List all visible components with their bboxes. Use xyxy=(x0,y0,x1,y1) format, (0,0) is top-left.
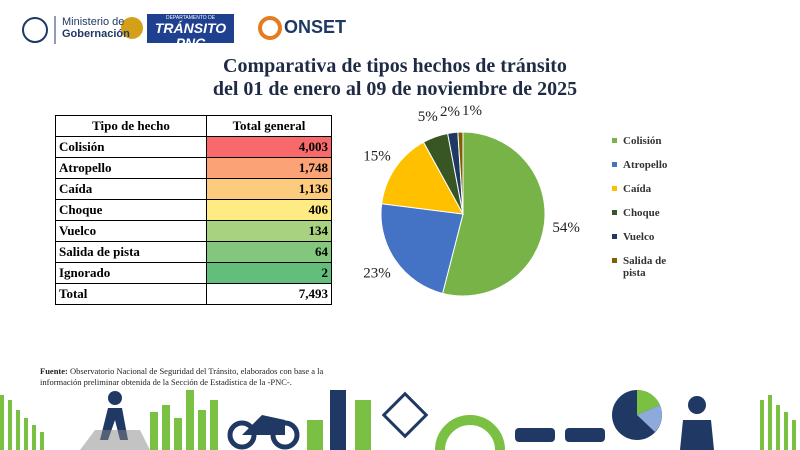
onset-text: ONSET xyxy=(284,17,347,37)
table-row: Ignorado 2 xyxy=(55,262,332,284)
data-label: 23% xyxy=(363,265,391,281)
table-row: Total 7,493 xyxy=(55,283,332,305)
data-label: 15% xyxy=(363,149,391,165)
legend-swatch xyxy=(612,138,617,143)
label-cell: Ignorado xyxy=(55,262,207,284)
legend-label: Caída xyxy=(623,183,652,195)
data-label: 5% xyxy=(418,109,438,125)
table-row: Vuelco 134 xyxy=(55,220,332,242)
title: Comparativa de tipos hechos de tránsito d… xyxy=(0,55,790,101)
value-cell: 4,003 xyxy=(206,136,332,158)
table-row: Atropello 1,748 xyxy=(55,157,332,179)
pie-chart: 54% 23% 15% 5% 2% 1% xyxy=(363,103,580,297)
legend-item: Caída xyxy=(612,183,682,195)
value-cell: 64 xyxy=(206,241,332,263)
pie-slice xyxy=(457,131,464,215)
label-cell: Vuelco xyxy=(55,220,207,242)
value-cell: 7,493 xyxy=(206,283,332,305)
ministry-line: Gobernación xyxy=(62,28,130,40)
legend-swatch xyxy=(612,258,617,263)
title-line: del 01 de enero al 09 de noviembre de 20… xyxy=(212,78,578,100)
column-header: Tipo de hecho xyxy=(55,115,207,137)
pie-slice xyxy=(380,203,464,295)
pie-slice xyxy=(441,131,546,297)
transit-main: TRÁNSITO PNC xyxy=(154,20,227,51)
label-cell: Colisión xyxy=(55,136,207,158)
data-label: 2% xyxy=(440,104,460,120)
value-cell: 1,748 xyxy=(206,157,332,179)
legend-item: Atropello xyxy=(612,159,682,171)
table-row: Caída 1,136 xyxy=(55,178,332,200)
legend-item: Vuelco xyxy=(612,231,682,243)
ministry-line: Ministerio de xyxy=(62,16,125,28)
legend-label: Vuelco xyxy=(623,231,655,243)
transit-logo xyxy=(147,14,234,43)
label-cell: Choque xyxy=(55,199,207,221)
source-label: Fuente: xyxy=(40,366,68,376)
legend-label: Atropello xyxy=(623,159,668,171)
value-cell: 2 xyxy=(206,262,332,284)
legend-swatch xyxy=(612,186,617,191)
label-cell: Salida de pista xyxy=(55,241,207,263)
data-label: 54% xyxy=(552,220,580,236)
pie-slice xyxy=(381,141,464,215)
title-line: Comparativa de tipos hechos de tránsito xyxy=(223,55,567,77)
transit-bottom: POLICÍA NACIONAL CIVIL xyxy=(160,51,221,57)
value-cell: 1,136 xyxy=(206,178,332,200)
ministry-name: Ministerio de Gobernación xyxy=(62,16,130,40)
header-row: Tipo de hecho Total general xyxy=(55,115,332,137)
ministry-seal xyxy=(22,17,48,43)
legend-swatch xyxy=(612,234,617,239)
pnc-badge xyxy=(121,17,143,39)
table-row: Colisión 4,003 xyxy=(55,136,332,158)
legend-label: Choque xyxy=(623,207,660,219)
data-label: 1% xyxy=(462,103,482,119)
value-cell: 134 xyxy=(206,220,332,242)
value-cell: 406 xyxy=(206,199,332,221)
transit-top: DEPARTAMENTO DE xyxy=(165,15,216,21)
legend-swatch xyxy=(612,210,617,215)
legend-item: Salida de pista xyxy=(612,255,682,279)
legend-label: Colisión xyxy=(623,135,662,147)
label-cell: Caída xyxy=(55,178,207,200)
source-text: Observatorio Nacional de Seguridad del T… xyxy=(40,366,324,387)
legend-swatch xyxy=(612,162,617,167)
legend-item: Choque xyxy=(612,207,682,219)
table-row: Choque 406 xyxy=(55,199,332,221)
label-cell: Atropello xyxy=(55,157,207,179)
table: Tipo de hecho Total general Colisión 4,003 A… xyxy=(55,115,332,305)
transit-text: DEPARTAMENTO DE TRÁNSITO PNC POLICÍA NAC… xyxy=(147,15,234,57)
decorations xyxy=(0,389,796,450)
column-header: Total general xyxy=(206,115,332,137)
label-cell: Total xyxy=(55,283,207,305)
legend-label: Salida de pista xyxy=(623,255,667,279)
legend-item: Colisión xyxy=(612,135,682,147)
source: Fuente: Observatorio Nacional de Segurid… xyxy=(40,366,360,388)
onset-logo xyxy=(258,16,282,40)
table-row: Salida de pista 64 xyxy=(55,241,332,263)
